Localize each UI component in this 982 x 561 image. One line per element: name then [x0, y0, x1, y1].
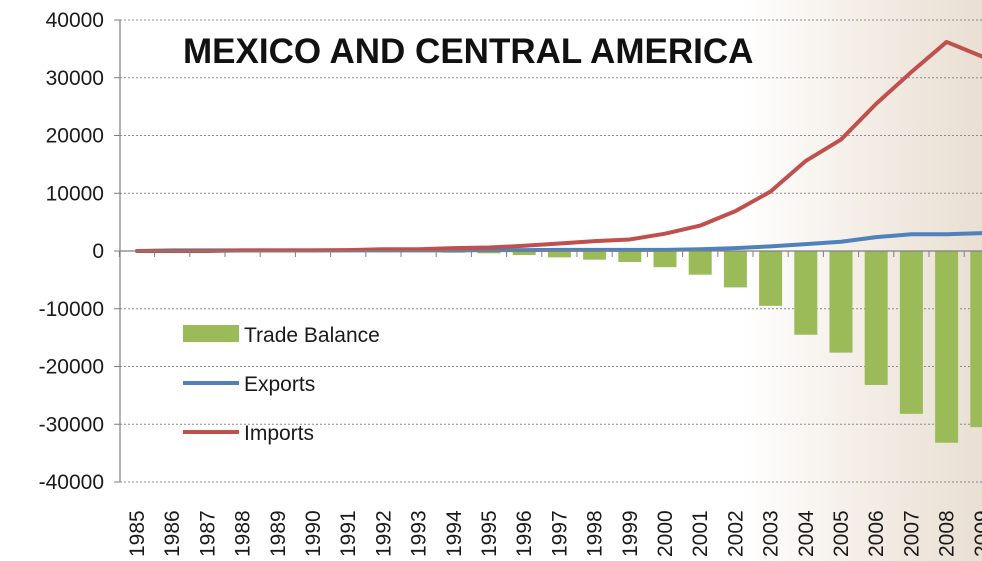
trade-balance-bar	[512, 251, 536, 256]
legend-swatch-trade-balance	[183, 325, 239, 342]
x-tick-label: 1997	[548, 510, 571, 557]
x-tick-label: 1985	[126, 510, 149, 557]
x-tick-label: 1989	[267, 510, 290, 557]
y-tick-label: 30000	[46, 67, 104, 90]
trade-balance-bar	[794, 251, 818, 335]
legend-label-trade-balance: Trade Balance	[244, 324, 380, 347]
trade-balance-bar	[688, 251, 712, 275]
trade-balance-bar	[583, 251, 607, 260]
x-tick-label: 1994	[443, 510, 466, 557]
x-tick-label: 2005	[830, 510, 853, 557]
x-tick-label: 1999	[619, 510, 642, 557]
x-tick-label: 2009	[971, 510, 982, 557]
legend-label-exports: Exports	[244, 373, 315, 396]
x-tick-label: 1987	[196, 510, 219, 557]
x-tick-labels: 1985 1986 1987 1988 1989 1990 1991 1992 1993 1994…	[126, 510, 982, 557]
series-lines	[135, 39, 982, 253]
y-tick-label: -10000	[39, 298, 104, 321]
x-tick-label: 1996	[513, 510, 536, 557]
chart-title: MEXICO AND CENTRAL AMERICA	[183, 32, 753, 71]
trade-balance-bar	[970, 251, 982, 428]
x-tick-label: 1986	[161, 510, 184, 557]
trade-balance-bar	[477, 251, 501, 254]
trade-balance-bar	[547, 251, 571, 258]
y-tick-label: 20000	[46, 125, 104, 148]
x-tick-label: 1993	[408, 510, 431, 557]
y-tick-label: 10000	[46, 182, 104, 205]
y-tick-label: 0	[92, 240, 104, 263]
x-tick-label: 1990	[302, 510, 325, 557]
x-tick-label: 1991	[337, 510, 360, 557]
trade-balance-bar	[899, 251, 923, 414]
x-tick-label: 2004	[795, 510, 818, 557]
trade-balance-bar	[653, 251, 677, 268]
x-tick-label: 2006	[865, 510, 888, 557]
x-tick-label: 1988	[232, 510, 255, 557]
x-tick-label: 2000	[654, 510, 677, 557]
trade-balance-bar	[723, 251, 747, 288]
x-tick-label: 2002	[724, 510, 747, 557]
x-tick-label: 2007	[900, 510, 923, 557]
axes	[114, 19, 982, 483]
x-tick-label: 1995	[478, 510, 501, 557]
x-tick-label: 2001	[689, 510, 712, 557]
imports-line	[135, 39, 982, 253]
trade-balance-bar	[935, 251, 959, 443]
y-tick-label: -40000	[39, 471, 104, 494]
x-tick-label: 2003	[760, 510, 783, 557]
trade-balance-bar	[759, 251, 783, 306]
y-tick-labels: 40000 30000 20000 10000 0 -10000 -20000 -30000 -…	[39, 9, 104, 494]
x-tick-label: 1992	[372, 510, 395, 557]
x-tick-label: 1998	[584, 510, 607, 557]
y-tick-label: -30000	[39, 413, 104, 436]
trade-balance-bars	[195, 251, 982, 443]
legend-label-imports: Imports	[244, 422, 314, 445]
trade-balance-bar	[829, 251, 853, 353]
trade-balance-bar	[864, 251, 888, 385]
y-tick-label: 40000	[46, 9, 104, 32]
legend: Trade Balance Exports Imports	[183, 324, 380, 445]
trade-balance-bar	[618, 251, 642, 262]
y-tick-label: -20000	[39, 356, 104, 379]
x-tick-label: 2008	[936, 510, 959, 557]
